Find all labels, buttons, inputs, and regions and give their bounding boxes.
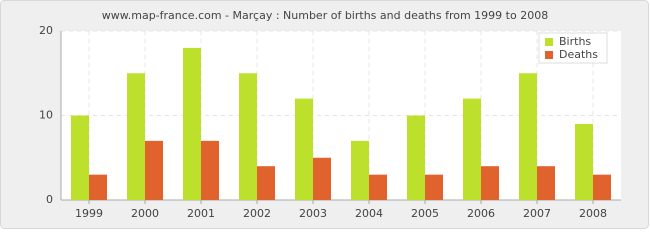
bar xyxy=(89,174,107,200)
bar xyxy=(257,166,275,200)
x-tick-label: 2005 xyxy=(411,207,439,220)
legend-label: Deaths xyxy=(559,48,598,61)
legend-swatch xyxy=(545,38,553,46)
bar xyxy=(145,140,163,200)
x-tick-label: 1999 xyxy=(75,207,103,220)
bar xyxy=(313,157,331,200)
bar xyxy=(369,174,387,200)
bar xyxy=(575,123,593,200)
bar xyxy=(407,115,425,200)
bar xyxy=(127,73,145,200)
bar xyxy=(351,140,369,200)
legend-swatch xyxy=(545,51,553,59)
x-tick-label: 2004 xyxy=(355,207,383,220)
y-tick-label: 0 xyxy=(46,193,53,206)
legend-label: Births xyxy=(559,35,591,48)
chart: www.map-france.com - Marçay : Number of … xyxy=(0,0,649,229)
x-tick-label: 2008 xyxy=(579,207,607,220)
x-tick-label: 2006 xyxy=(467,207,495,220)
bar xyxy=(295,98,313,200)
x-tick-label: 2000 xyxy=(131,207,159,220)
bar xyxy=(239,73,257,200)
chart-title: www.map-france.com - Marçay : Number of … xyxy=(102,9,548,22)
x-tick-label: 2003 xyxy=(299,207,327,220)
bar xyxy=(593,174,611,200)
bar xyxy=(425,174,443,200)
bar xyxy=(71,115,89,200)
page: www.map-france.com - Marçay : Number of … xyxy=(0,0,650,230)
bar xyxy=(183,47,201,201)
bar xyxy=(519,73,537,200)
bar xyxy=(201,140,219,200)
y-tick-label: 10 xyxy=(39,109,53,122)
x-tick-label: 2007 xyxy=(523,207,551,220)
bar xyxy=(537,166,555,200)
x-tick-label: 2001 xyxy=(187,207,215,220)
y-tick-label: 20 xyxy=(39,24,53,37)
x-tick-label: 2002 xyxy=(243,207,271,220)
bar xyxy=(481,166,499,200)
bar xyxy=(463,98,481,200)
